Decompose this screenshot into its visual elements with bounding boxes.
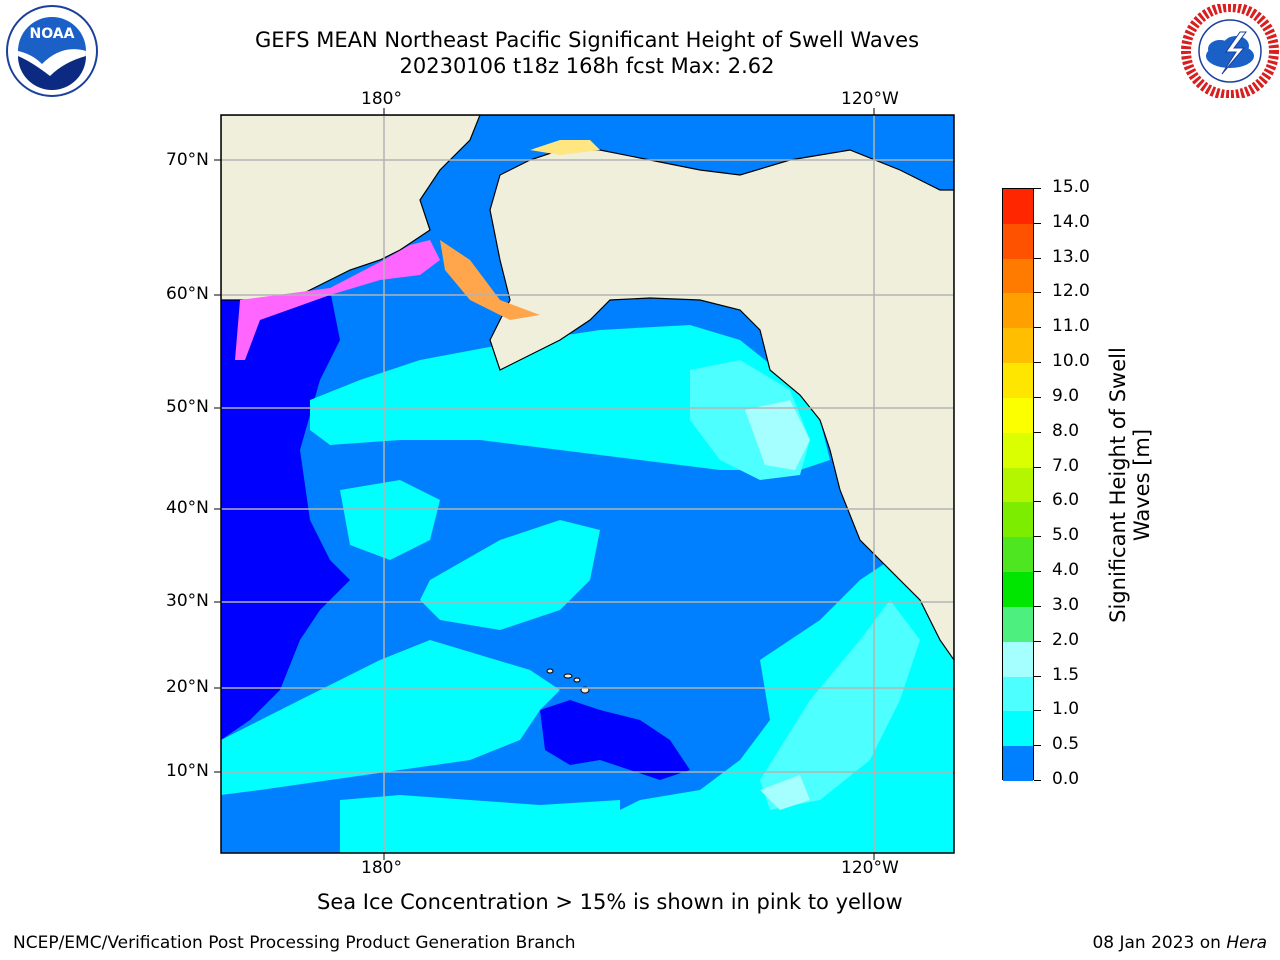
colorbar — [1002, 188, 1034, 782]
colorbar-segment — [1003, 676, 1033, 712]
colorbar-tick-label: 12.0 — [1052, 281, 1090, 302]
colorbar-tick-label: 9.0 — [1052, 385, 1080, 406]
colorbar-tick-label: 14.0 — [1052, 211, 1090, 232]
colorbar-tick-label: 5.0 — [1052, 525, 1080, 546]
colorbar-segment — [1003, 397, 1033, 434]
ocean-light-subtropics-west — [221, 640, 560, 795]
ocean-lighter-east — [760, 600, 920, 810]
sea-ice-note: Sea Ice Concentration > 15% is shown in … — [317, 890, 903, 914]
colorbar-tick — [1034, 675, 1041, 677]
colorbar-segment — [1003, 711, 1033, 747]
lon-label-bottom-120w: 120°W — [841, 858, 899, 878]
sea-ice-alaska — [440, 240, 540, 320]
map-title: GEFS MEAN Northeast Pacific Significant … — [254, 28, 920, 52]
colorbar-tick-label: 13.0 — [1052, 246, 1090, 267]
colorbar-tick — [1034, 780, 1041, 781]
ocean-light-midlat-west — [340, 480, 440, 560]
colorbar-segment — [1003, 293, 1033, 329]
colorbar-segment — [1003, 502, 1033, 538]
sea-ice-bering — [235, 240, 440, 360]
ocean-lightest-east — [760, 775, 810, 810]
colorbar-tick — [1034, 292, 1041, 294]
colorbar-tick-label: 6.0 — [1052, 490, 1080, 511]
graticule — [221, 115, 954, 853]
footer-date: 08 Jan 2023 on Hera — [1092, 933, 1267, 953]
map-plot-area — [221, 115, 954, 853]
colorbar-tick — [1034, 640, 1041, 642]
footer-date-text: 08 Jan 2023 on — [1092, 933, 1227, 953]
colorbar-tick — [1034, 362, 1041, 364]
ocean-deep-west — [221, 290, 350, 740]
colorbar-segment — [1003, 328, 1033, 364]
colorbar-segment — [1003, 223, 1033, 260]
colorbar-tick-label: 3.0 — [1052, 594, 1080, 615]
colorbar-tick — [1034, 327, 1041, 329]
map-frame — [220, 114, 955, 854]
map-subtitle: 20230106 t18z 168h fcst Max: 2.62 — [399, 54, 775, 78]
map-ticks — [214, 108, 875, 860]
colorbar-segment — [1003, 467, 1033, 503]
colorbar-tick — [1034, 605, 1041, 607]
lat-label-10n: 10°N — [166, 761, 209, 781]
colorbar-tick — [1034, 431, 1041, 433]
colorbar-segment — [1003, 537, 1033, 573]
colorbar-segment — [1003, 189, 1033, 225]
colorbar-tick — [1034, 222, 1041, 224]
colorbar-segment — [1003, 606, 1033, 643]
lon-label-bottom-180: 180° — [361, 858, 402, 878]
colorbar-segment — [1003, 572, 1033, 608]
lat-label-40n: 40°N — [166, 498, 209, 518]
colorbar-tick — [1034, 710, 1041, 712]
national-weather-service-logo — [1181, 4, 1279, 98]
colorbar-title: Significant Height of Swell Waves [m] — [1106, 347, 1154, 623]
footer-credit: NCEP/EMC/Verification Post Processing Pr… — [13, 933, 576, 953]
colorbar-tick-label: 8.0 — [1052, 420, 1080, 441]
colorbar-tick — [1034, 745, 1041, 747]
colorbar-segment — [1003, 641, 1033, 678]
lon-label-top-180: 180° — [361, 89, 402, 109]
lat-label-60n: 60°N — [166, 284, 209, 304]
lat-label-50n: 50°N — [166, 397, 209, 417]
colorbar-tick-label: 1.5 — [1052, 664, 1080, 685]
colorbar-tick — [1034, 188, 1041, 189]
colorbar-tick — [1034, 501, 1041, 503]
colorbar-tick-label: 15.0 — [1052, 177, 1090, 197]
ocean-deep-hawaii — [540, 700, 690, 780]
footer-host: Hera — [1226, 933, 1267, 953]
colorbar-tick — [1034, 571, 1041, 573]
colorbar-tick-label: 1.0 — [1052, 699, 1080, 720]
noaa-logo: NOAA — [6, 5, 98, 97]
lat-label-70n: 70°N — [166, 150, 209, 170]
colorbar-segment — [1003, 432, 1033, 469]
colorbar-segment — [1003, 258, 1033, 294]
colorbar-tick — [1034, 536, 1041, 538]
land-north-america — [480, 115, 954, 662]
colorbar-tick — [1034, 396, 1041, 398]
lon-label-top-120w: 120°W — [841, 89, 899, 109]
colorbar-tick — [1034, 466, 1041, 468]
sea-ice-arctic — [530, 140, 600, 155]
colorbar-tick-label: 10.0 — [1052, 351, 1090, 372]
colorbar-tick-label: 4.0 — [1052, 560, 1080, 581]
lat-label-20n: 20°N — [166, 677, 209, 697]
lat-label-30n: 30°N — [166, 591, 209, 611]
colorbar-tick-label: 11.0 — [1052, 316, 1090, 337]
colorbar-tick-label: 7.0 — [1052, 455, 1080, 476]
ocean-light-north-band — [310, 325, 830, 470]
ocean-lightest-patch — [745, 400, 810, 470]
colorbar-tick — [1034, 257, 1041, 259]
ocean-light-south — [340, 795, 620, 853]
colorbar-segment — [1003, 363, 1033, 399]
svg-text:NOAA: NOAA — [30, 26, 75, 42]
colorbar-tick-label: 2.0 — [1052, 629, 1080, 650]
colorbar-tick-label: 0.0 — [1052, 769, 1080, 789]
colorbar-tick-label: 0.5 — [1052, 734, 1080, 755]
colorbar-segment — [1003, 746, 1033, 782]
